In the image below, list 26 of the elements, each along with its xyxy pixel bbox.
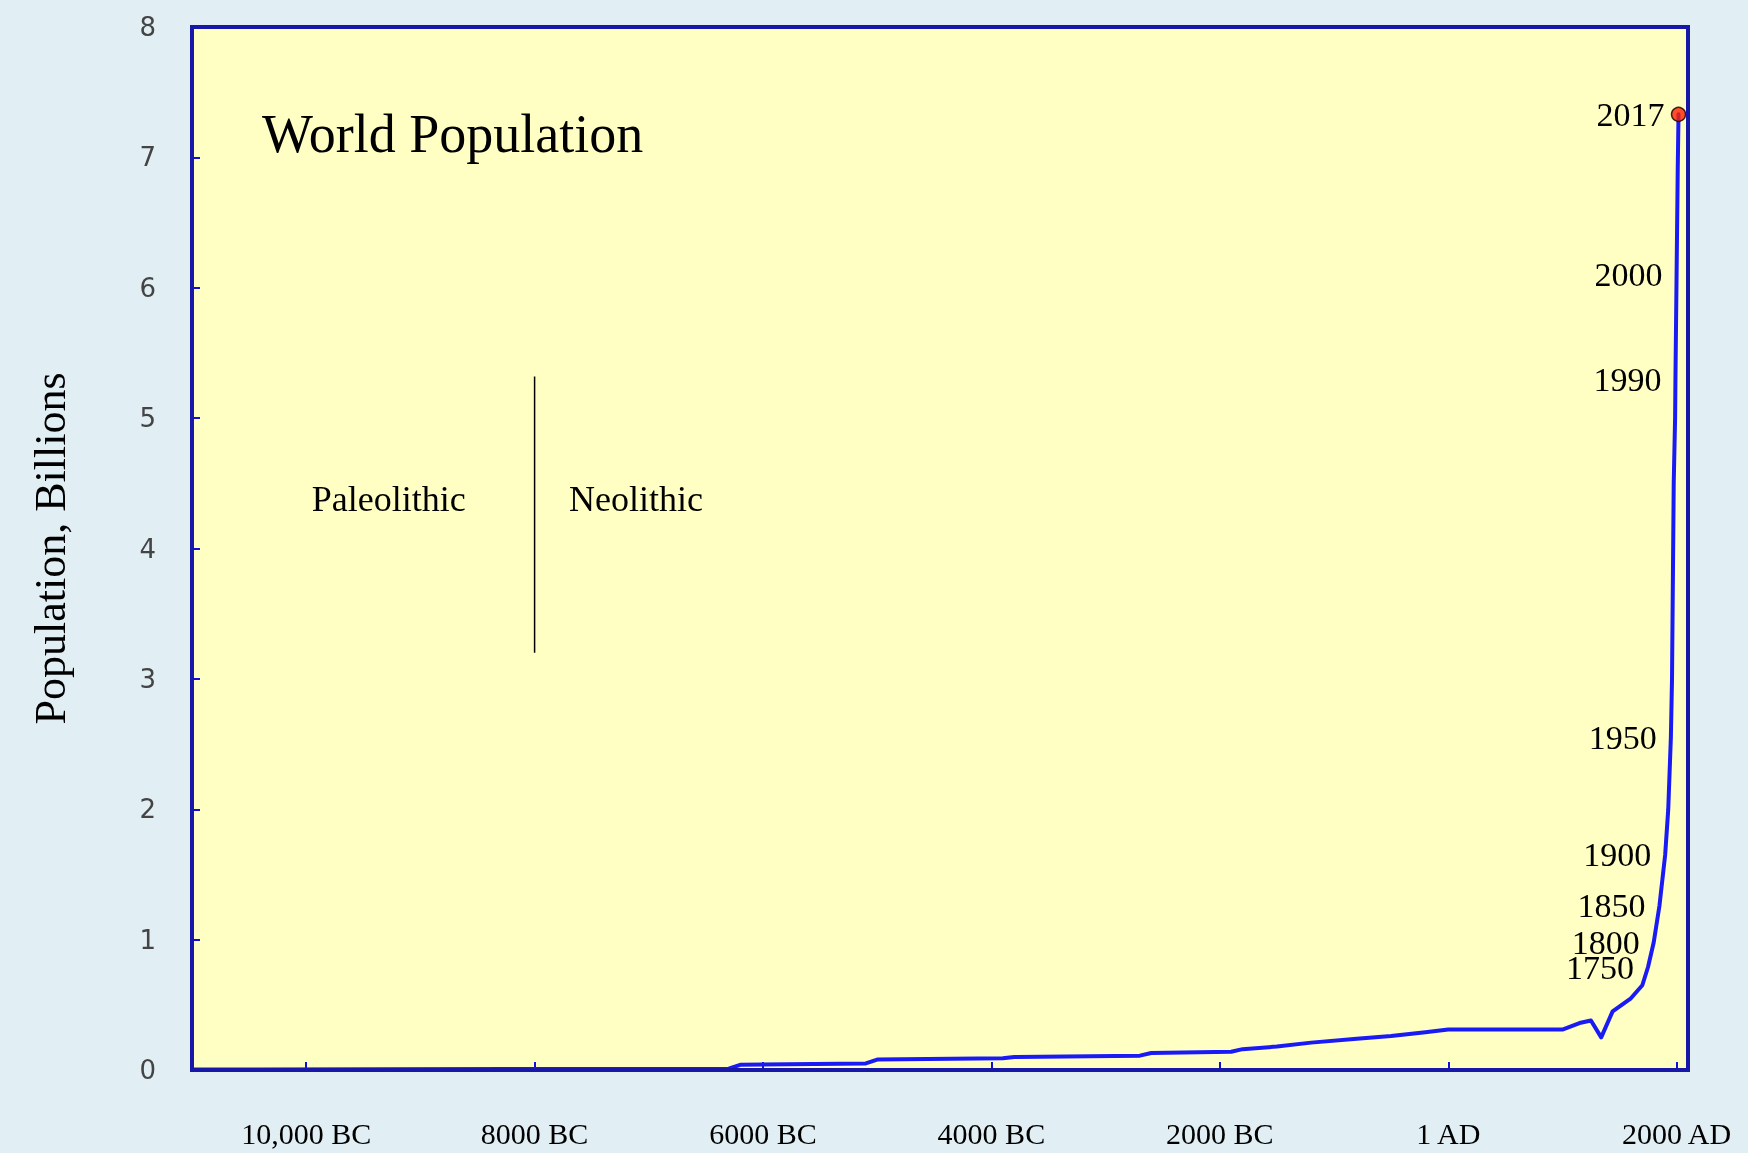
x-tick-label: 4000 BC [937, 1116, 1046, 1150]
annotation: 1950 [1588, 719, 1657, 757]
text: World Population [262, 104, 644, 164]
annotation: 2017 [1596, 95, 1665, 133]
y-tick-label: 8 [139, 12, 156, 42]
y-axis-title: Population, Billions [25, 372, 75, 725]
annotation: 2000 [1594, 256, 1663, 294]
annotation: Neolithic [568, 478, 703, 519]
x-tick-label: 8000 BC [480, 1116, 589, 1150]
x-tick-label: 1 AD [1416, 1116, 1481, 1150]
y-tick-label: 3 [139, 663, 156, 694]
annotation: 1990 [1593, 360, 1662, 398]
y-tick-label: 2 [139, 794, 156, 825]
y-tick-label: 4 [139, 533, 156, 564]
x-tick-label: 10,000 BC [241, 1116, 372, 1150]
x-tick-label: 6000 BC [709, 1116, 817, 1150]
annotation: Paleolithic [311, 478, 466, 519]
x-tick-label: 2000 BC [1166, 1116, 1274, 1150]
annotation: 1900 [1583, 836, 1652, 874]
y-tick-label: 7 [139, 142, 156, 173]
y-tick-label: 6 [139, 272, 156, 303]
y-tick-label: 5 [139, 403, 156, 434]
y-tick-label: 0 [139, 1055, 156, 1085]
x-tick-label: 2000 AD [1621, 1116, 1732, 1150]
y-tick-label: 1 [139, 924, 156, 955]
annotation: 1850 [1577, 887, 1646, 925]
